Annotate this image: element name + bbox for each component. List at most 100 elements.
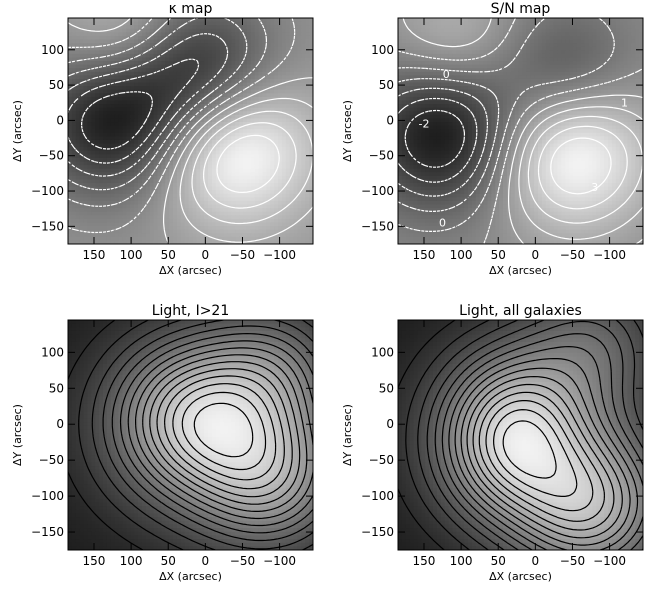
y-tick-label: 50 xyxy=(49,78,64,92)
y-tick-label: 50 xyxy=(379,381,394,395)
contour-line xyxy=(417,320,643,550)
x-tick-label: 150 xyxy=(83,248,106,262)
chart-title: S/N map xyxy=(491,1,551,17)
contour-line xyxy=(434,320,643,550)
y-tick-label: 100 xyxy=(41,43,64,57)
contour-line xyxy=(402,18,643,244)
y-tick-label: −150 xyxy=(361,525,394,539)
contour-line xyxy=(68,33,229,177)
contour-line xyxy=(398,97,478,183)
y-tick-label: −100 xyxy=(31,184,64,198)
y-tick-label: 100 xyxy=(371,345,394,359)
contour-line xyxy=(81,91,153,150)
contour-line xyxy=(454,358,639,550)
contour-line xyxy=(405,320,490,550)
y-tick-label: 100 xyxy=(41,345,64,359)
y-tick-label: 0 xyxy=(56,113,64,127)
x-tick-label: 50 xyxy=(161,554,176,568)
chart-title: Light, all galaxies xyxy=(459,303,582,319)
x-tick-label: 150 xyxy=(413,554,436,568)
x-axis-label: ΔX (arcsec) xyxy=(159,264,222,277)
x-tick-label: 100 xyxy=(450,554,473,568)
heatmap-image xyxy=(68,18,313,244)
contour-line xyxy=(68,18,313,244)
y-tick-label: −50 xyxy=(39,149,64,163)
y-tick-label: 100 xyxy=(371,43,394,57)
x-tick-label: −50 xyxy=(230,248,255,262)
x-axis-label: ΔX (arcsec) xyxy=(489,570,552,583)
plot-frame xyxy=(67,319,314,551)
x-tick-label: −100 xyxy=(593,248,626,262)
contour-label: 3 xyxy=(591,181,598,194)
contour-line xyxy=(172,383,277,481)
contour-label: 0 xyxy=(439,216,446,229)
contour-line xyxy=(426,320,643,550)
contour-label: 1 xyxy=(621,96,628,109)
y-tick-label: −50 xyxy=(369,453,394,467)
y-axis-label: ΔY (arcsec) xyxy=(341,404,354,466)
contour-line xyxy=(472,383,615,531)
contour-line xyxy=(518,106,643,240)
x-tick-label: −50 xyxy=(560,554,585,568)
contour-line xyxy=(68,58,200,164)
contour-line xyxy=(68,18,296,234)
contour-line xyxy=(119,333,313,534)
x-tick-label: 0 xyxy=(532,248,540,262)
contour-lines xyxy=(398,320,643,550)
contour-line xyxy=(502,420,557,479)
chart-title: Light, I>21 xyxy=(152,303,230,319)
y-axis-label: ΔY (arcsec) xyxy=(11,404,24,466)
contour-line xyxy=(398,78,500,212)
contour-line xyxy=(448,346,643,550)
plot-frame xyxy=(397,17,644,245)
panel-1: 150 100 50 0 −50 −100 100 50 0 −50 −100 −150 κ map ΔX… xyxy=(11,1,314,277)
contour-line xyxy=(68,18,248,191)
x-tick-label: 50 xyxy=(491,248,506,262)
contour-line xyxy=(191,110,313,225)
y-tick-label: −100 xyxy=(361,489,394,503)
contour-line xyxy=(398,320,456,550)
contour-line xyxy=(460,367,631,546)
x-tick-label: 100 xyxy=(450,248,473,262)
contour-line xyxy=(164,375,285,490)
x-tick-label: −50 xyxy=(560,248,585,262)
contour-line xyxy=(550,137,612,195)
y-tick-label: 0 xyxy=(386,113,394,127)
panel-3: 150 100 50 0 −50 −100 100 50 0 −50 −100 −150 Light, … xyxy=(11,303,314,583)
x-tick-label: 100 xyxy=(120,248,143,262)
y-tick-label: −100 xyxy=(31,489,64,503)
contour-label: -2 xyxy=(419,117,430,130)
x-tick-label: 50 xyxy=(491,554,506,568)
contour-line xyxy=(203,122,297,209)
contour-line xyxy=(537,125,628,210)
contour-line xyxy=(142,354,308,512)
x-axis-label: ΔX (arcsec) xyxy=(159,570,222,583)
y-tick-label: −150 xyxy=(31,219,64,233)
contour-lines xyxy=(68,320,313,550)
x-tick-label: 100 xyxy=(120,554,143,568)
contour-line xyxy=(398,18,643,244)
y-axis-label: ΔY (arcsec) xyxy=(11,100,24,162)
plot-frame xyxy=(397,319,644,551)
chart-title: κ map xyxy=(169,1,213,17)
y-axis-label: ΔY (arcsec) xyxy=(341,100,354,162)
contour-line xyxy=(216,134,280,193)
contour-line xyxy=(466,376,623,539)
contour-line xyxy=(102,320,313,550)
contour-line xyxy=(398,87,488,197)
contour-line xyxy=(441,333,643,550)
y-tick-label: −150 xyxy=(31,525,64,539)
x-tick-label: 0 xyxy=(202,554,210,568)
x-tick-label: 0 xyxy=(202,248,210,262)
x-tick-label: 150 xyxy=(83,554,106,568)
contour-line xyxy=(156,368,293,498)
contour-line xyxy=(149,361,301,505)
x-tick-label: −100 xyxy=(263,248,296,262)
y-tick-label: 0 xyxy=(56,417,64,431)
panel-2: -2 0 1 3 0 150 100 50 0 −50 −100 100 50 0 −50 −100 −150 S… xyxy=(341,1,644,277)
y-tick-label: 0 xyxy=(386,417,394,431)
contour-line xyxy=(78,320,184,550)
x-tick-label: 0 xyxy=(532,554,540,568)
contour-line xyxy=(493,409,578,497)
